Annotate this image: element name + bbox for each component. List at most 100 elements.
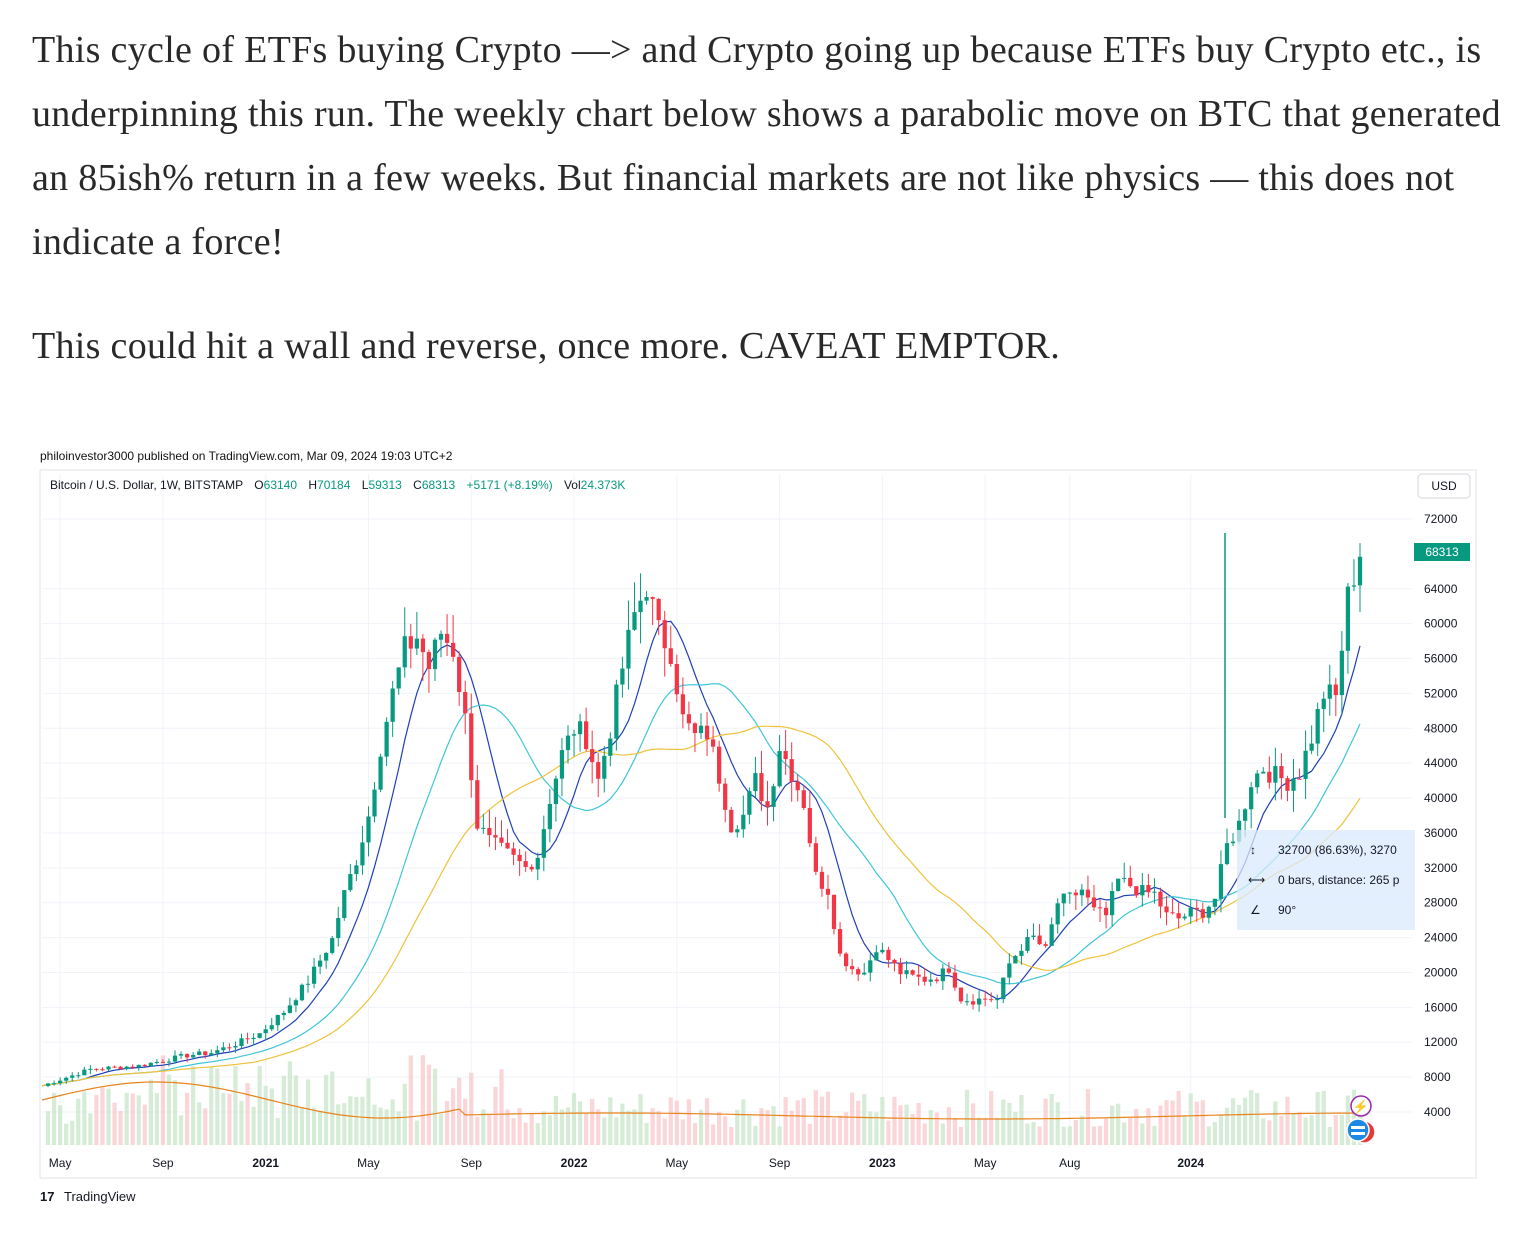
volume-bar bbox=[940, 1123, 945, 1145]
chart-frame bbox=[39, 469, 1477, 1179]
volume-bar bbox=[1309, 1115, 1314, 1145]
candle-body bbox=[1085, 889, 1091, 898]
volume-bar bbox=[892, 1096, 897, 1145]
candle-body bbox=[1007, 963, 1012, 978]
candle-body bbox=[843, 953, 849, 967]
candle-body bbox=[946, 968, 951, 973]
volume-bar bbox=[1315, 1091, 1320, 1145]
svg-text:32700 (86.63%), 3270: 32700 (86.63%), 3270 bbox=[1278, 843, 1397, 857]
candle-body bbox=[451, 642, 456, 657]
volume-bar bbox=[348, 1096, 353, 1145]
candle-body bbox=[571, 734, 577, 736]
candle-body bbox=[710, 739, 716, 747]
volume-bar bbox=[1236, 1104, 1242, 1145]
candle-body bbox=[1249, 787, 1254, 810]
y-tick-label: 64000 bbox=[1424, 582, 1458, 596]
candle-body bbox=[414, 638, 419, 649]
y-tick-label: 60000 bbox=[1424, 617, 1458, 631]
volume-bar bbox=[995, 1117, 1000, 1145]
volume-bar bbox=[626, 1110, 631, 1145]
candle-body bbox=[723, 783, 728, 810]
x-tick-label: Sep bbox=[152, 1156, 174, 1170]
volume-bar bbox=[414, 1120, 419, 1145]
volume-bar bbox=[154, 1093, 159, 1145]
volume-bar bbox=[366, 1078, 371, 1145]
candle-body bbox=[82, 1069, 87, 1076]
volume-bar bbox=[1249, 1090, 1254, 1145]
volume-bar bbox=[584, 1113, 589, 1145]
volume-bar bbox=[58, 1105, 63, 1145]
us-flag-icon[interactable] bbox=[1346, 1118, 1376, 1144]
currency-button[interactable]: USD bbox=[1417, 473, 1471, 499]
volume-bar bbox=[227, 1093, 232, 1145]
candle-body bbox=[1140, 885, 1145, 896]
lightning-icon[interactable]: ⚡ bbox=[1350, 1095, 1372, 1117]
candle-body bbox=[759, 773, 764, 802]
volume-bar bbox=[1128, 1117, 1133, 1145]
volume-bar bbox=[1218, 1114, 1224, 1145]
candle-body bbox=[1073, 892, 1078, 896]
volume-bar bbox=[958, 1126, 964, 1145]
candle-body bbox=[402, 636, 407, 668]
y-tick-label: 20000 bbox=[1424, 965, 1458, 979]
volume-bar bbox=[1267, 1120, 1272, 1145]
candle-body bbox=[178, 1054, 184, 1056]
x-tick-label: Aug bbox=[1059, 1156, 1080, 1170]
candle-body bbox=[952, 972, 958, 988]
volume-bar bbox=[408, 1055, 413, 1145]
candle-body bbox=[934, 979, 939, 982]
candle-body bbox=[1303, 750, 1308, 780]
candle-body bbox=[287, 1005, 292, 1013]
volume-bar bbox=[680, 1119, 685, 1145]
volume-bar bbox=[76, 1098, 81, 1145]
measure-tool-box[interactable]: ↕ 32700 (86.63%), 3270 ⟷ 0 bars, distanc… bbox=[1237, 830, 1415, 930]
volume-bar bbox=[172, 1080, 178, 1145]
volume-bar bbox=[324, 1074, 329, 1145]
candle-body bbox=[680, 694, 685, 715]
candle-body bbox=[245, 1038, 250, 1040]
svg-text:⚡: ⚡ bbox=[1353, 1099, 1369, 1115]
volume-bar bbox=[178, 1115, 184, 1145]
x-tick-label: May bbox=[974, 1156, 997, 1170]
candle-body bbox=[239, 1038, 244, 1047]
candle-body bbox=[650, 597, 655, 599]
volume-bar bbox=[142, 1104, 147, 1145]
candle-body bbox=[801, 790, 806, 808]
candle-body bbox=[94, 1068, 99, 1070]
candle-body bbox=[469, 713, 474, 781]
last-price-label: 68313 bbox=[1414, 543, 1470, 561]
volume-bar bbox=[469, 1072, 474, 1145]
volume-bar bbox=[777, 1126, 782, 1145]
candle-body bbox=[354, 865, 359, 875]
volume-bar bbox=[1146, 1108, 1151, 1145]
volume-bar bbox=[354, 1096, 359, 1145]
candle-body bbox=[529, 866, 534, 870]
svg-text:USD: USD bbox=[1431, 479, 1457, 493]
candle-body bbox=[511, 848, 516, 855]
volume-bar bbox=[1279, 1115, 1284, 1145]
volume-bar bbox=[209, 1067, 214, 1145]
volume-bar bbox=[251, 1106, 256, 1145]
volume-bar bbox=[305, 1079, 311, 1145]
candle-body bbox=[348, 874, 353, 891]
candle-body bbox=[644, 597, 649, 601]
x-tick-label: 2022 bbox=[561, 1156, 588, 1170]
candle-body bbox=[432, 639, 438, 670]
volume-bar bbox=[795, 1100, 800, 1145]
measure-angle-icon: ∠ bbox=[1250, 903, 1261, 917]
candle-body bbox=[293, 1000, 299, 1006]
candle-body bbox=[1037, 935, 1042, 945]
candle-body bbox=[444, 633, 450, 643]
volume-bar bbox=[910, 1113, 915, 1145]
svg-text:Bitcoin / U.S. Dollar, 1W, BIT: Bitcoin / U.S. Dollar, 1W, BITSTAMP O631… bbox=[50, 478, 625, 492]
volume-bar bbox=[922, 1123, 927, 1145]
volume-bar bbox=[1345, 1095, 1351, 1145]
volume-bar bbox=[487, 1114, 492, 1145]
volume-bar bbox=[602, 1117, 607, 1145]
candle-body bbox=[880, 949, 885, 953]
y-tick-label: 8000 bbox=[1424, 1070, 1451, 1084]
volume-bar bbox=[535, 1123, 540, 1145]
volume-bar bbox=[257, 1065, 262, 1145]
volume-bar bbox=[1122, 1122, 1127, 1145]
candle-body bbox=[420, 638, 426, 653]
